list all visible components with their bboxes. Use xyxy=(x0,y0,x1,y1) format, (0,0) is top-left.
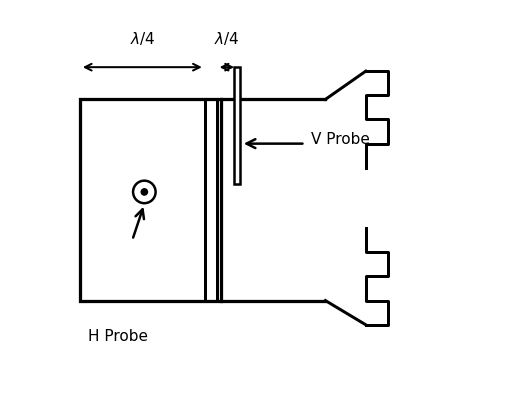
Text: $\lambda$/4: $\lambda$/4 xyxy=(129,30,155,47)
Circle shape xyxy=(141,189,147,195)
Text: H Probe: H Probe xyxy=(88,329,147,344)
Bar xyxy=(80,100,220,301)
Text: $\lambda$/4: $\lambda$/4 xyxy=(214,30,239,47)
Text: V Probe: V Probe xyxy=(311,132,370,147)
Bar xyxy=(234,67,239,184)
